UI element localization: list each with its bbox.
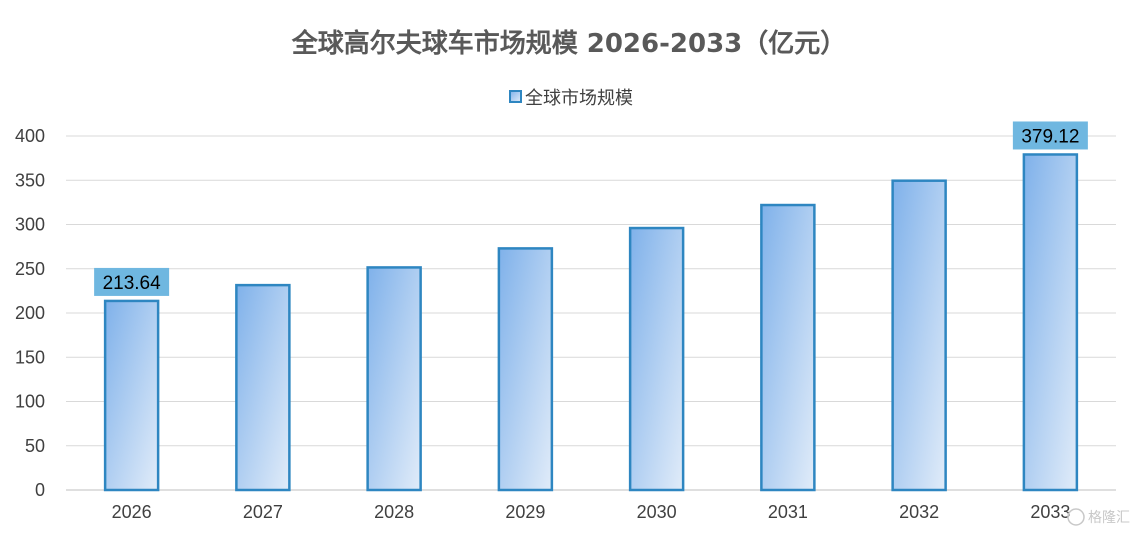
y-tick-label: 50 (25, 436, 45, 456)
legend: 全球市场规模 (509, 88, 633, 109)
legend-label: 全球市场规模 (525, 88, 633, 109)
bar-2032 (891, 179, 947, 492)
y-tick-label: 300 (15, 215, 45, 235)
y-tick-label: 250 (15, 259, 45, 279)
x-tick-label: 2029 (505, 502, 545, 522)
bars (103, 153, 1079, 492)
x-tick-label: 2033 (1030, 502, 1070, 522)
y-tick-label: 0 (35, 480, 45, 500)
bar-2031 (760, 203, 816, 492)
y-tick-label: 400 (15, 126, 45, 146)
gridlines (66, 135, 1116, 491)
bar-2033 (1022, 153, 1079, 492)
y-axis: 0 50 100 150 200 250 300 350 400 (15, 126, 45, 500)
data-label: 213.64 (94, 267, 170, 296)
x-tick-label: 2032 (899, 502, 939, 522)
bar-2030 (628, 226, 685, 492)
chart-title: 全球高尔夫球车市场规模 2026-2033（亿元） (291, 28, 847, 59)
data-labels: 213.64 379.12 (94, 121, 1088, 296)
data-label-text: 379.12 (1021, 126, 1079, 147)
x-tick-label: 2027 (243, 502, 283, 522)
data-label: 379.12 (1012, 121, 1088, 150)
data-label-bg (94, 267, 170, 296)
y-tick-label: 350 (15, 170, 45, 190)
bar-2029 (497, 247, 554, 492)
watermark-text: 格隆汇 (1088, 510, 1130, 526)
bar-2028 (366, 266, 422, 492)
x-tick-label: 2028 (374, 502, 414, 522)
watermark-logo-icon (1067, 508, 1085, 526)
y-tick-label: 200 (15, 303, 45, 323)
legend-swatch (509, 90, 522, 103)
data-label-bg (1012, 121, 1088, 150)
watermark: 格隆汇 (1067, 508, 1130, 526)
data-label-text: 213.64 (103, 273, 162, 294)
x-tick-label: 2031 (768, 502, 808, 522)
y-tick-label: 100 (15, 392, 45, 412)
y-tick-label: 150 (15, 347, 45, 367)
bar-2026 (103, 299, 160, 492)
x-tick-label: 2026 (112, 502, 152, 522)
x-axis: 2026 2027 2028 2029 2030 2031 2032 2033 (112, 502, 1071, 522)
bar-2027 (235, 283, 291, 492)
x-tick-label: 2030 (637, 502, 677, 522)
